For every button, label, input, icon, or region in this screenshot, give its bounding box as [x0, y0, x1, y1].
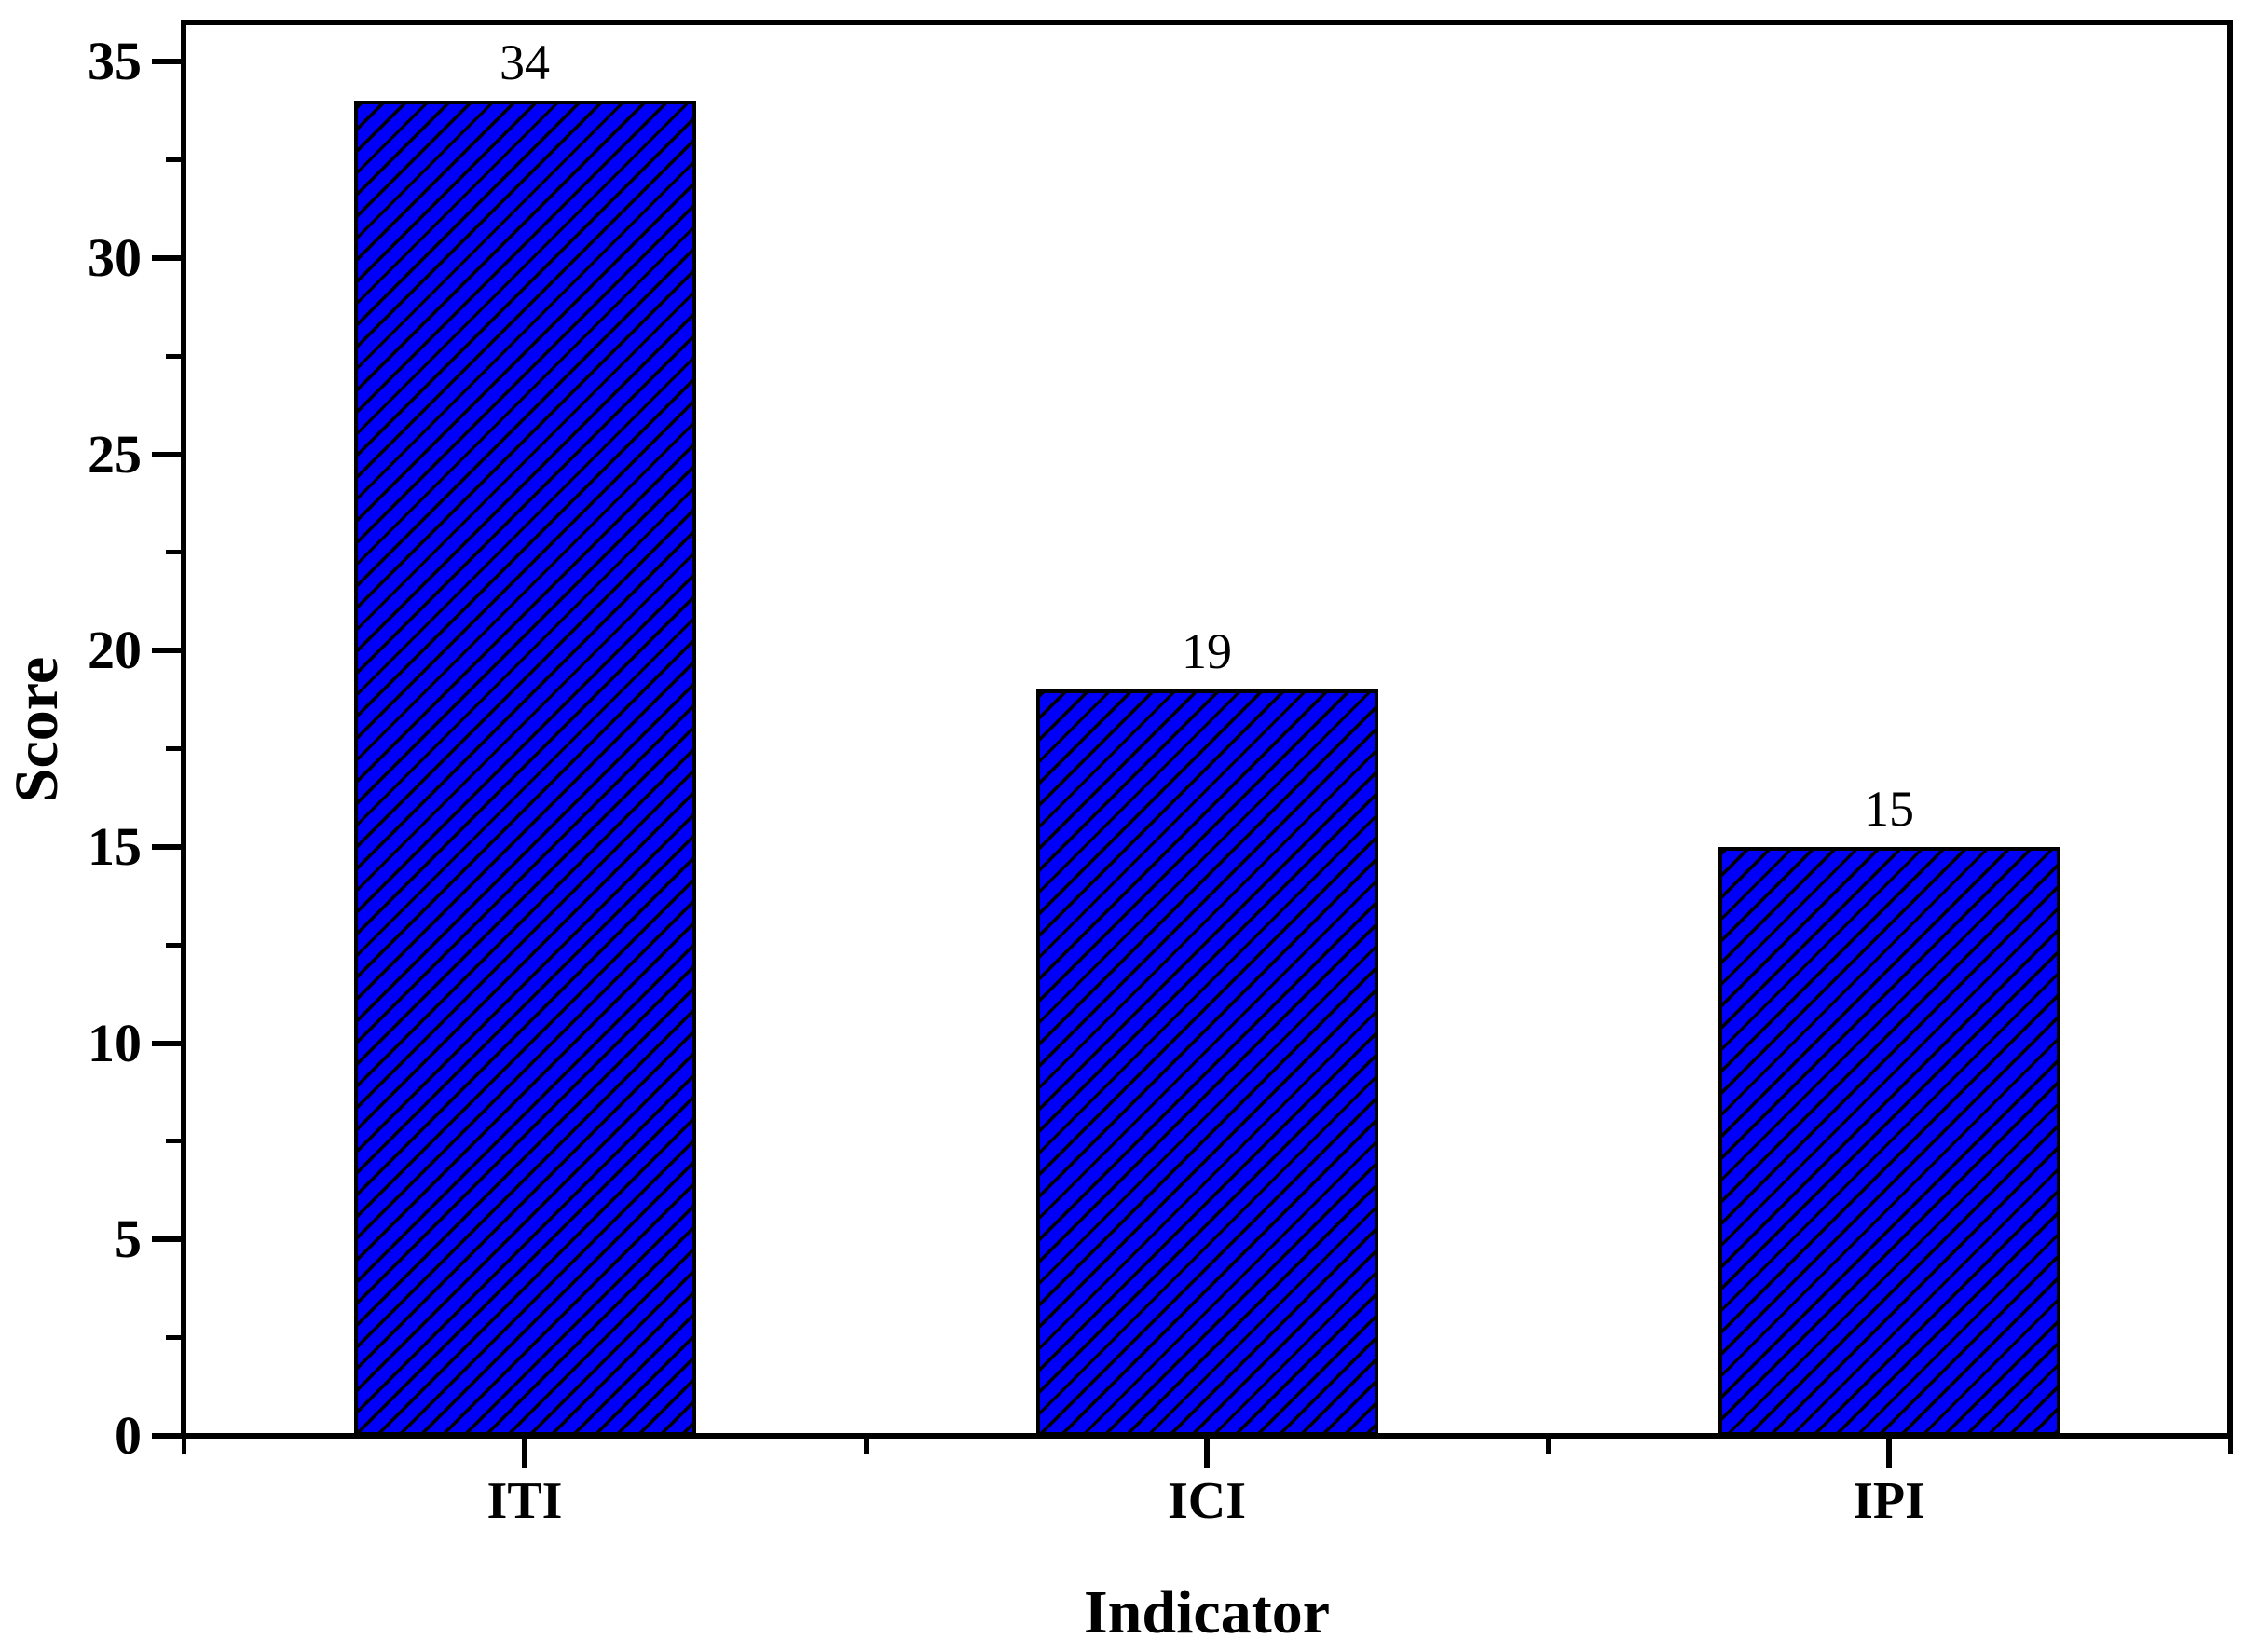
bar-IPI [1718, 846, 2060, 1436]
y-minor-tick [166, 746, 184, 752]
y-major-tick [152, 451, 184, 457]
bar-value-label-ICI: 19 [1182, 623, 1232, 680]
bar-ICI [1035, 689, 1378, 1436]
x-category-label-IPI: IPI [1853, 1472, 1925, 1530]
y-major-tick [152, 1040, 184, 1046]
y-tick-label: 35 [88, 31, 142, 92]
y-major-tick [152, 254, 184, 261]
y-tick-label: 5 [115, 1208, 142, 1270]
x-major-tick [522, 1438, 527, 1468]
x-minor-tick [1545, 1438, 1551, 1454]
y-major-tick [152, 1236, 184, 1243]
x-minor-tick [863, 1438, 869, 1454]
x-category-label-ICI: ICI [1167, 1472, 1247, 1530]
x-axis-title: Indicator [1084, 1578, 1330, 1646]
y-minor-tick [166, 942, 184, 948]
y-tick-label: 10 [88, 1012, 142, 1073]
x-minor-tick [181, 1438, 186, 1454]
y-major-tick [152, 1433, 184, 1439]
x-major-tick [1204, 1438, 1210, 1468]
y-minor-tick [166, 1139, 184, 1144]
y-tick-label: 30 [88, 226, 142, 288]
y-tick-label: 20 [88, 620, 142, 681]
bar-ITI [353, 101, 696, 1436]
y-minor-tick [166, 353, 184, 359]
bar-value-label-ITI: 34 [500, 34, 550, 91]
y-major-tick [152, 843, 184, 850]
y-major-tick [152, 59, 184, 65]
bar-value-label-IPI: 15 [1864, 780, 1914, 837]
x-category-label-ITI: ITI [486, 1472, 563, 1530]
y-tick-label: 15 [88, 815, 142, 877]
x-minor-tick [2227, 1438, 2233, 1454]
y-major-tick [152, 648, 184, 654]
y-minor-tick [166, 1335, 184, 1341]
y-minor-tick [166, 550, 184, 555]
y-tick-label: 25 [88, 423, 142, 485]
y-minor-tick [166, 157, 184, 162]
x-major-tick [1886, 1438, 1892, 1468]
y-axis-title: Score [3, 656, 71, 803]
y-tick-label: 0 [115, 1405, 142, 1466]
